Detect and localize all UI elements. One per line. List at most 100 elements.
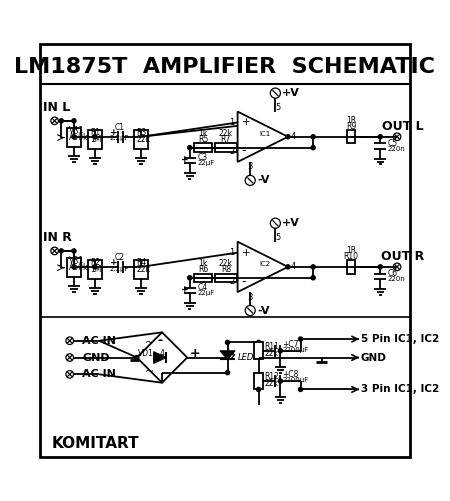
Text: R6: R6 <box>198 265 208 274</box>
Text: LM1875T  AMPLIFIER  SCHEMATIC: LM1875T AMPLIFIER SCHEMATIC <box>14 57 436 77</box>
Text: R8: R8 <box>221 265 231 274</box>
Text: +: + <box>181 285 189 294</box>
Text: 2.2µF: 2.2µF <box>109 135 129 141</box>
Text: 22µF: 22µF <box>197 290 215 296</box>
Circle shape <box>139 135 143 139</box>
Text: +: + <box>242 118 250 127</box>
Text: C2: C2 <box>114 253 124 262</box>
Circle shape <box>393 263 401 271</box>
Text: 1: 1 <box>229 248 234 257</box>
Text: 220n: 220n <box>388 145 405 151</box>
Text: ~: ~ <box>145 367 154 377</box>
Circle shape <box>51 247 58 255</box>
Circle shape <box>51 117 58 125</box>
Text: 3: 3 <box>248 162 253 171</box>
Text: 5: 5 <box>275 103 280 112</box>
Circle shape <box>378 265 382 269</box>
Bar <box>215 274 237 282</box>
Text: OUT R: OUT R <box>381 250 425 264</box>
Text: 22k: 22k <box>219 129 233 138</box>
Text: 2200µF: 2200µF <box>282 347 308 353</box>
Circle shape <box>225 341 230 344</box>
Text: 4: 4 <box>290 132 296 141</box>
Text: 3: 3 <box>248 293 253 302</box>
Circle shape <box>311 265 315 269</box>
Text: -: - <box>158 334 163 347</box>
Text: +C7: +C7 <box>282 340 299 349</box>
Text: 2200µF: 2200µF <box>282 377 308 383</box>
Bar <box>346 130 355 143</box>
Circle shape <box>245 306 255 316</box>
Text: 22µF: 22µF <box>197 160 215 166</box>
Text: R2: R2 <box>90 258 100 267</box>
Text: 1R: 1R <box>346 116 356 125</box>
Text: 2: 2 <box>229 146 234 155</box>
Circle shape <box>72 119 76 123</box>
Text: 22k: 22k <box>265 349 279 358</box>
Text: 22k: 22k <box>265 379 279 388</box>
Circle shape <box>188 276 192 280</box>
Text: 22k: 22k <box>136 135 150 144</box>
Circle shape <box>378 135 382 139</box>
Text: 4: 4 <box>290 263 296 272</box>
Text: A50k: A50k <box>69 133 88 142</box>
Circle shape <box>286 265 290 269</box>
Circle shape <box>311 135 315 139</box>
Text: R7: R7 <box>220 135 231 144</box>
Text: 1R: 1R <box>346 246 356 256</box>
Text: ~: ~ <box>145 338 154 348</box>
Text: IC2: IC2 <box>260 262 271 268</box>
Circle shape <box>311 146 315 149</box>
Polygon shape <box>153 352 166 363</box>
Text: C5: C5 <box>388 139 398 148</box>
Text: R11: R11 <box>265 342 279 351</box>
Circle shape <box>286 135 290 139</box>
Text: 220n: 220n <box>388 276 405 282</box>
Bar <box>135 260 148 279</box>
Circle shape <box>72 249 76 253</box>
Circle shape <box>279 349 282 353</box>
Text: GND: GND <box>82 353 110 363</box>
Bar <box>88 130 102 148</box>
Text: R10: R10 <box>343 253 358 262</box>
Circle shape <box>66 371 73 378</box>
Circle shape <box>299 337 302 341</box>
Bar <box>254 373 263 389</box>
Text: +C8: +C8 <box>282 370 298 379</box>
Circle shape <box>270 88 280 98</box>
Circle shape <box>245 175 255 185</box>
Circle shape <box>279 379 282 383</box>
Text: C4: C4 <box>197 284 207 293</box>
Text: R3: R3 <box>136 128 146 137</box>
Text: R5: R5 <box>198 135 208 144</box>
Text: 5: 5 <box>275 233 280 242</box>
Text: R4: R4 <box>136 258 146 267</box>
Text: 1M: 1M <box>90 135 101 144</box>
Circle shape <box>257 341 261 344</box>
Bar <box>67 259 81 277</box>
Bar <box>194 143 212 152</box>
Text: -: - <box>242 144 246 157</box>
Circle shape <box>188 146 192 149</box>
Circle shape <box>66 354 73 361</box>
Bar <box>135 130 148 148</box>
Text: +: + <box>110 258 117 267</box>
Text: C6: C6 <box>388 269 398 278</box>
Circle shape <box>299 388 302 391</box>
Circle shape <box>72 265 76 269</box>
Text: VR1: VR1 <box>69 257 84 266</box>
Text: C3: C3 <box>197 153 207 162</box>
Text: IC1: IC1 <box>260 131 271 137</box>
Text: IN L: IN L <box>44 101 71 114</box>
Text: +: + <box>181 155 189 164</box>
Circle shape <box>59 249 63 253</box>
Text: -V: -V <box>257 175 270 185</box>
Polygon shape <box>220 351 235 359</box>
Circle shape <box>393 133 401 141</box>
Circle shape <box>93 265 97 269</box>
Bar <box>194 274 212 282</box>
Text: C1: C1 <box>114 123 124 132</box>
Text: 1: 1 <box>229 118 234 127</box>
Text: +: + <box>110 128 117 137</box>
Text: +V: +V <box>282 218 300 228</box>
